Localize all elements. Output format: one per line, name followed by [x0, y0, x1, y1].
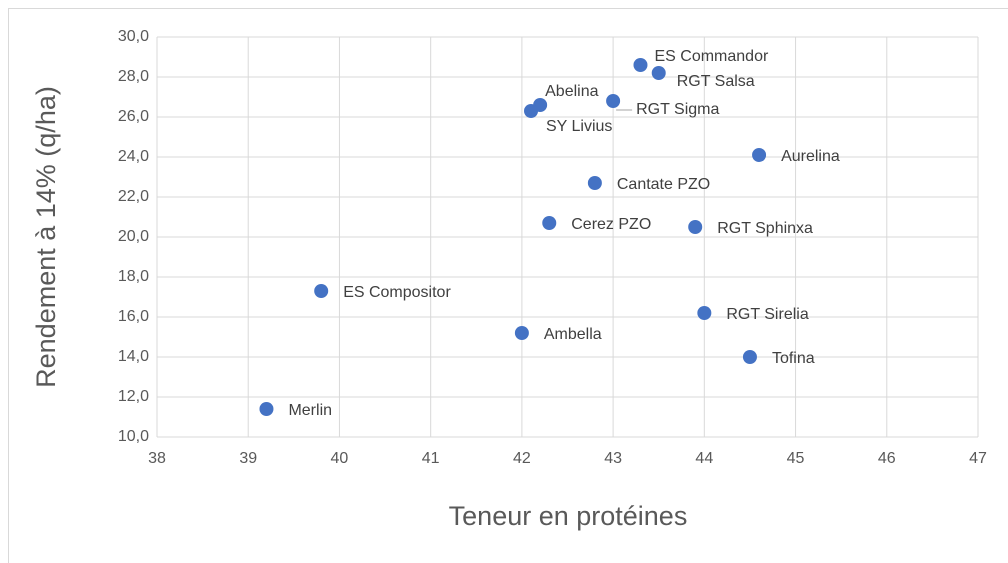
point	[651, 66, 666, 80]
x-tick-label: 44	[695, 450, 713, 467]
point-label: RGT Sphinxa	[717, 220, 813, 237]
point-label: Merlin	[288, 402, 332, 419]
x-tick-label: 45	[787, 450, 805, 467]
point-label: ES Compositor	[343, 284, 451, 301]
point-label: RGT Sigma	[636, 101, 719, 118]
point	[314, 284, 329, 298]
y-tick-label: 24,0	[118, 148, 149, 165]
x-tick-label: 43	[604, 450, 622, 467]
x-axis-title: Teneur en protéines	[449, 501, 688, 531]
x-tick-label: 38	[148, 450, 166, 467]
point	[259, 402, 274, 416]
x-tick-label: 46	[878, 450, 896, 467]
x-tick-label: 40	[331, 450, 349, 467]
y-tick-label: 28,0	[118, 68, 149, 85]
point-label: RGT Salsa	[677, 73, 755, 90]
point-label: RGT Sirelia	[726, 306, 808, 323]
point	[542, 216, 557, 230]
y-tick-label: 12,0	[118, 388, 149, 405]
point-label: Tofina	[772, 350, 815, 367]
x-tick-label: 42	[513, 450, 531, 467]
point	[752, 148, 767, 162]
y-tick-label: 10,0	[118, 428, 149, 445]
y-tick-label: 14,0	[118, 348, 149, 365]
point	[742, 350, 757, 364]
point-label: Ambella	[544, 326, 602, 343]
point	[524, 104, 539, 118]
y-tick-label: 26,0	[118, 108, 149, 125]
point	[587, 176, 602, 190]
y-tick-label: 16,0	[118, 308, 149, 325]
y-tick-label: 22,0	[118, 188, 149, 205]
point-label: SY Livius	[546, 118, 612, 135]
point-label: ES Commandor	[654, 48, 768, 65]
point	[697, 306, 712, 320]
y-tick-label: 20,0	[118, 228, 149, 245]
point	[514, 326, 529, 340]
point	[606, 94, 621, 108]
point	[688, 220, 703, 234]
chart-frame	[8, 8, 1008, 563]
y-tick-label: 18,0	[118, 268, 149, 285]
point-label: Abelina	[545, 83, 598, 100]
y-axis-title: Rendement à 14% (q/ha)	[31, 86, 61, 388]
y-tick-label: 30,0	[118, 28, 149, 45]
x-tick-label: 47	[969, 450, 987, 467]
x-tick-label: 41	[422, 450, 440, 467]
point-label: Cantate PZO	[617, 176, 710, 193]
point-label: Cerez PZO	[571, 216, 651, 233]
point	[633, 58, 648, 72]
x-tick-label: 39	[239, 450, 257, 467]
point-label: Aurelina	[781, 148, 840, 165]
